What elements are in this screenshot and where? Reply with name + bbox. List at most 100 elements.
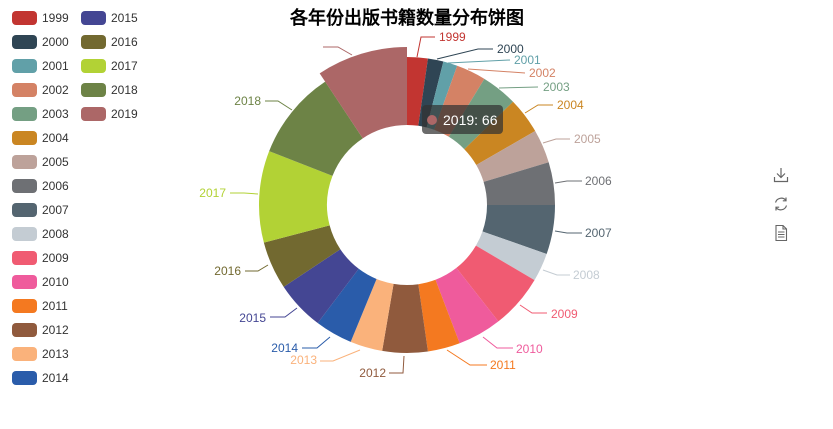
legend-item-2016[interactable]: 2016 xyxy=(81,33,138,51)
legend-swatch-icon xyxy=(12,251,37,265)
pie-slice-2011[interactable] xyxy=(418,279,460,352)
label-line-2005 xyxy=(542,138,570,144)
legend-swatch-icon xyxy=(12,83,37,97)
legend-item-2002[interactable]: 2002 xyxy=(12,81,69,99)
legend-item-2005[interactable]: 2005 xyxy=(12,153,69,171)
legend-label: 2016 xyxy=(111,35,138,49)
legend-item-2012[interactable]: 2012 xyxy=(12,321,69,339)
legend-item-2015[interactable]: 2015 xyxy=(81,9,138,27)
pie-slice-2006[interactable] xyxy=(483,162,555,205)
legend-item-2018[interactable]: 2018 xyxy=(81,81,138,99)
pie-slice-2012[interactable] xyxy=(382,283,428,354)
legend-item-2013[interactable]: 2013 xyxy=(12,345,69,363)
slice-label-2014: 2014 xyxy=(271,341,298,355)
restore-button[interactable] xyxy=(772,195,790,213)
label-line-2017 xyxy=(230,192,259,195)
label-line-2009 xyxy=(519,304,547,314)
legend-item-2001[interactable]: 2001 xyxy=(12,57,69,75)
tooltip: 2019: 66 xyxy=(422,105,503,134)
download-icon xyxy=(773,168,789,183)
legend-item-2003[interactable]: 2003 xyxy=(12,105,69,123)
save-image-button[interactable] xyxy=(772,166,790,184)
legend-swatch-icon xyxy=(12,371,37,385)
legend-item-2000[interactable]: 2000 xyxy=(12,33,69,51)
pie-slice-2014[interactable] xyxy=(317,268,377,342)
pie-slice-2018[interactable] xyxy=(269,81,363,176)
pie-slice-2010[interactable] xyxy=(435,267,499,344)
legend-label: 2000 xyxy=(42,35,69,49)
label-line-2004 xyxy=(524,104,553,114)
label-line-2000 xyxy=(436,48,493,60)
legend-item-2007[interactable]: 2007 xyxy=(12,201,69,219)
slice-label-2003: 2003 xyxy=(543,80,570,94)
legend-item-2006[interactable]: 2006 xyxy=(12,177,69,195)
data-view-icon xyxy=(775,224,788,242)
legend-item-2009[interactable]: 2009 xyxy=(12,249,69,267)
slice-label-2011: 2011 xyxy=(490,358,516,372)
legend-label: 1999 xyxy=(42,11,69,25)
legend-swatch-icon xyxy=(12,107,37,121)
legend-label: 2010 xyxy=(42,275,69,289)
legend-swatch-icon xyxy=(12,299,37,313)
legend-label: 2001 xyxy=(42,59,69,73)
pie-slices xyxy=(259,47,555,354)
pie-slice-2005[interactable] xyxy=(476,131,549,182)
pie-slice-2015[interactable] xyxy=(283,249,359,324)
label-line-2013 xyxy=(320,349,361,362)
legend-swatch-icon xyxy=(12,347,37,361)
slice-label-2010: 2010 xyxy=(516,342,543,356)
tooltip-text: 2019: 66 xyxy=(443,111,498,128)
legend-item-2017[interactable]: 2017 xyxy=(81,57,138,75)
legend-label: 2003 xyxy=(42,107,69,121)
legend-swatch-icon xyxy=(12,323,37,337)
label-line-2008 xyxy=(542,269,570,276)
chart-title: 各年份出版书籍数量分布饼图 xyxy=(290,8,524,29)
pie-slice-2007[interactable] xyxy=(482,205,555,254)
legend-swatch-icon xyxy=(81,35,106,49)
tooltip-marker-icon xyxy=(427,114,437,125)
label-line-2019 xyxy=(323,46,353,56)
legend-label: 2009 xyxy=(42,251,69,265)
legend-label: 2006 xyxy=(42,179,69,193)
slice-label-2001: 2001 xyxy=(514,53,541,67)
legend-item-2014[interactable]: 2014 xyxy=(12,369,69,387)
legend-item-2004[interactable]: 2004 xyxy=(12,129,69,147)
label-line-2007 xyxy=(554,230,582,234)
slice-label-2015: 2015 xyxy=(239,311,266,325)
slice-label-2017: 2017 xyxy=(199,186,226,200)
label-line-2016 xyxy=(245,264,269,272)
slice-label-2000: 2000 xyxy=(497,42,524,56)
legend-item-2008[interactable]: 2008 xyxy=(12,225,69,243)
slice-label-1999: 1999 xyxy=(439,30,466,44)
label-line-2012 xyxy=(389,355,405,374)
slice-label-2002: 2002 xyxy=(529,66,556,80)
pie-slice-2008[interactable] xyxy=(475,231,547,281)
pie-slice-1999[interactable] xyxy=(407,57,428,126)
legend-swatch-icon xyxy=(12,131,37,145)
legend-item-2019[interactable]: 2019 xyxy=(81,105,138,123)
legend-swatch-icon xyxy=(12,35,37,49)
pie-slice-2019[interactable] xyxy=(319,47,407,139)
pie-slice-2013[interactable] xyxy=(350,278,394,351)
pie-slice-2017[interactable] xyxy=(259,151,333,243)
legend-label: 2011 xyxy=(42,299,68,313)
legend-swatch-icon xyxy=(12,275,37,289)
legend-label: 2013 xyxy=(42,347,69,361)
label-line-2015 xyxy=(270,307,298,318)
legend-item-2010[interactable]: 2010 xyxy=(12,273,69,291)
legend-label: 2017 xyxy=(111,59,138,73)
pie-slice-2009[interactable] xyxy=(456,245,535,322)
slice-label-2005: 2005 xyxy=(574,132,601,146)
label-line-2011 xyxy=(446,349,487,366)
slice-label-2016: 2016 xyxy=(214,264,241,278)
legend-swatch-icon xyxy=(81,107,106,121)
slice-label-2018: 2018 xyxy=(234,94,261,108)
label-line-2003 xyxy=(498,86,539,89)
pie-slice-2016[interactable] xyxy=(263,225,341,287)
label-line-2010 xyxy=(482,336,513,349)
data-view-button[interactable] xyxy=(772,224,790,242)
slice-label-2008: 2008 xyxy=(573,268,600,282)
legend-item-2011[interactable]: 2011 xyxy=(12,297,68,315)
legend-item-1999[interactable]: 1999 xyxy=(12,9,69,27)
